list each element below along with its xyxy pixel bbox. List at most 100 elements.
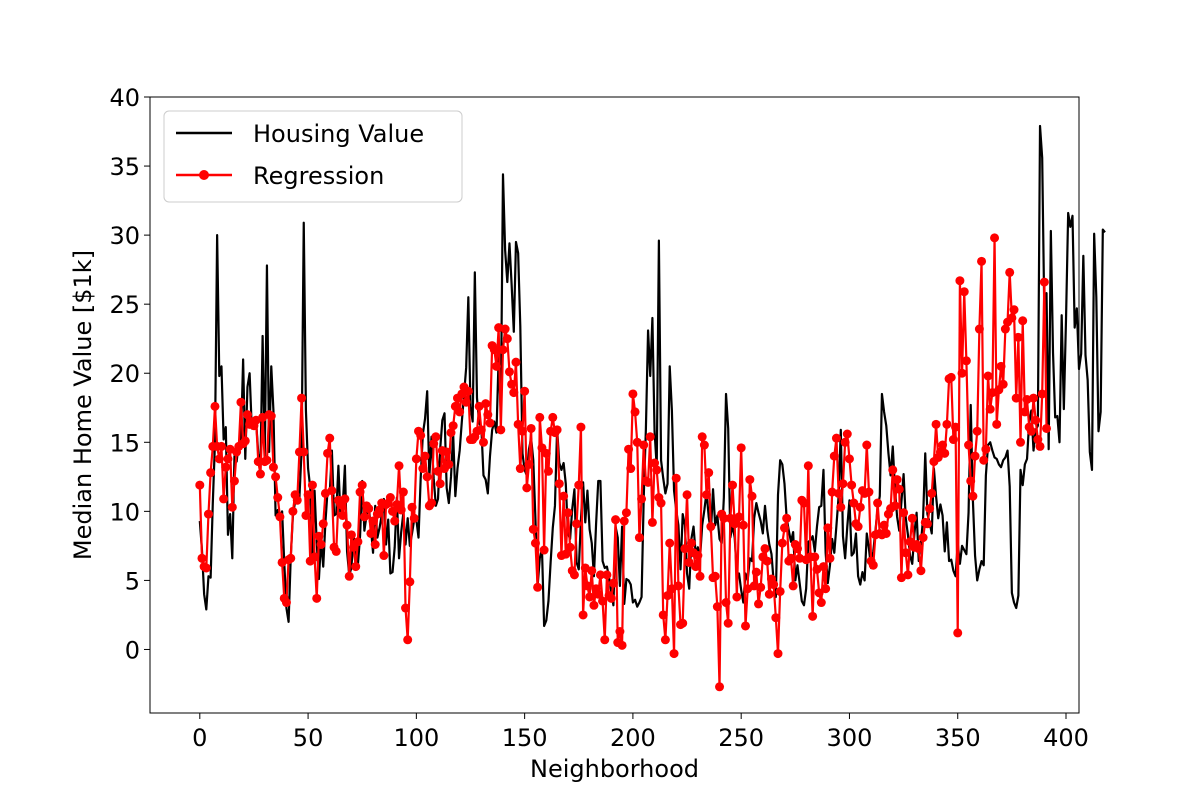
data-point-regression: [942, 419, 952, 429]
legend-marker-regression: [199, 170, 209, 180]
data-point-regression: [1005, 267, 1015, 277]
data-point-regression: [403, 635, 413, 645]
data-point-regression: [697, 432, 707, 442]
data-point-regression: [448, 421, 458, 431]
data-point-regression: [364, 504, 374, 514]
x-tick-label: 300: [827, 724, 873, 752]
data-point-regression: [829, 451, 839, 461]
data-point-regression: [589, 600, 599, 610]
data-point-regression: [706, 522, 716, 532]
data-point-regression: [979, 455, 989, 465]
data-point-regression: [574, 480, 584, 490]
data-point-regression: [524, 459, 534, 469]
data-point-regression: [964, 440, 974, 450]
data-point-regression: [219, 494, 229, 504]
data-point-regression: [990, 233, 1000, 243]
data-point-regression: [201, 563, 211, 573]
data-point-regression: [643, 477, 653, 487]
data-point-regression: [715, 682, 725, 692]
data-point-regression: [842, 429, 852, 439]
data-point-regression: [366, 528, 376, 538]
y-tick-label: 25: [109, 291, 140, 319]
data-point-regression: [214, 454, 224, 464]
data-point-regression: [418, 464, 428, 474]
data-point-regression: [375, 505, 385, 515]
data-point-regression: [647, 517, 657, 527]
data-point-regression: [639, 440, 649, 450]
data-point-regression: [422, 472, 432, 482]
data-point-regression: [730, 519, 740, 529]
legend-frame: [163, 110, 463, 203]
data-point-regression: [561, 549, 571, 559]
data-point-regression: [368, 516, 378, 526]
data-point-regression: [691, 562, 701, 572]
data-point-regression: [385, 493, 395, 503]
data-point-regression: [762, 556, 772, 566]
data-point-regression: [476, 425, 486, 435]
legend-label-housing-value: Housing Value: [253, 120, 424, 148]
data-point-regression: [773, 649, 783, 659]
data-point-regression: [903, 570, 913, 580]
data-point-regression: [444, 459, 454, 469]
data-point-regression: [359, 512, 369, 522]
data-point-regression: [853, 522, 863, 532]
data-point-regression: [673, 581, 683, 591]
data-point-regression: [959, 287, 969, 297]
data-point-regression: [779, 523, 789, 533]
data-point-regression: [738, 520, 748, 530]
data-point-regression: [682, 490, 692, 500]
data-point-regression: [223, 454, 233, 464]
data-point-regression: [834, 488, 844, 498]
data-point-regression: [621, 508, 631, 518]
data-point-regression: [764, 589, 774, 599]
data-point-regression: [782, 513, 792, 523]
data-point-regression: [491, 361, 501, 371]
data-point-regression: [617, 640, 627, 650]
data-point-regression: [286, 553, 296, 563]
data-point-regression: [481, 399, 491, 409]
x-tick-label: 350: [935, 724, 981, 752]
data-point-regression: [1037, 389, 1047, 399]
data-point-regression: [1000, 324, 1010, 334]
data-point-regression: [792, 544, 802, 554]
y-tick-label: 10: [109, 498, 140, 526]
data-point-regression: [922, 519, 932, 529]
data-point-regression: [307, 480, 317, 490]
data-point-regression: [660, 635, 670, 645]
data-point-regression: [342, 520, 352, 530]
data-point-regression: [818, 562, 828, 572]
data-point-regression: [565, 542, 575, 552]
data-point-regression: [323, 448, 333, 458]
data-point-regression: [951, 422, 961, 432]
y-tick-label: 35: [109, 153, 140, 181]
data-point-regression: [760, 544, 770, 554]
data-point-regression: [927, 488, 937, 498]
data-point-regression: [353, 537, 363, 547]
data-point-regression: [331, 546, 341, 556]
data-point-regression: [344, 571, 354, 581]
data-point-regression: [938, 440, 948, 450]
data-point-regression: [606, 593, 616, 603]
data-point-regression: [619, 516, 629, 526]
data-point-regression: [645, 432, 655, 442]
y-tick-label: 30: [109, 222, 140, 250]
data-point-regression: [427, 498, 437, 508]
data-point-regression: [864, 487, 874, 497]
data-point-regression: [496, 425, 506, 435]
data-point-regression: [983, 371, 993, 381]
data-point-regression: [489, 345, 499, 355]
x-tick-label: 50: [293, 724, 324, 752]
data-point-regression: [195, 480, 205, 490]
data-point-regression: [634, 533, 644, 543]
data-point-regression: [253, 457, 263, 467]
data-point-regression: [310, 552, 320, 562]
data-point-regression: [1042, 423, 1052, 433]
data-point-regression: [996, 361, 1006, 371]
data-point-regression: [533, 582, 543, 592]
data-point-regression: [916, 566, 926, 576]
data-point-regression: [602, 570, 612, 580]
data-point-regression: [931, 419, 941, 429]
data-point-regression: [957, 368, 967, 378]
data-point-regression: [948, 435, 958, 445]
